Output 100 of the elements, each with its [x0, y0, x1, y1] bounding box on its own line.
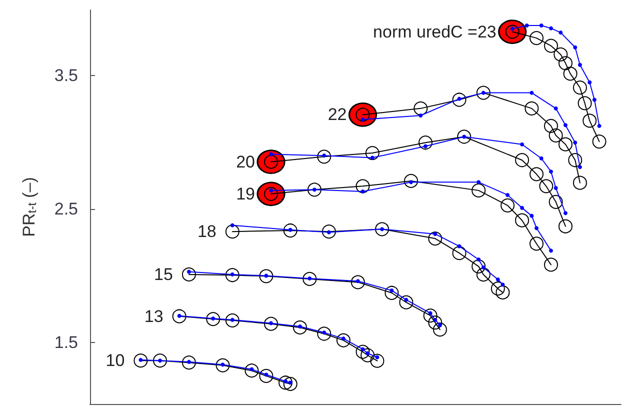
point: [428, 316, 442, 330]
point: [588, 80, 592, 84]
point: [182, 356, 196, 370]
point: [563, 66, 578, 81]
point: [307, 182, 322, 197]
point: [578, 96, 592, 110]
point: [414, 101, 428, 116]
point: [524, 101, 539, 116]
point: [269, 188, 274, 192]
point: [182, 267, 196, 282]
point: [172, 309, 186, 324]
point: [558, 30, 563, 35]
series-label: 20: [236, 152, 256, 172]
point: [360, 190, 365, 194]
point: [472, 259, 486, 274]
point: [515, 153, 530, 168]
point: [423, 308, 438, 323]
point: [390, 288, 394, 292]
point: [496, 285, 510, 300]
point: [259, 269, 274, 284]
point: [153, 354, 167, 368]
point: [457, 244, 462, 248]
point: [225, 268, 240, 282]
point: [500, 282, 505, 287]
point: [418, 114, 423, 118]
point: [510, 26, 514, 31]
point: [134, 354, 148, 368]
point: [500, 198, 515, 212]
point: [322, 224, 336, 239]
point: [317, 326, 332, 341]
point: [506, 192, 510, 197]
point: [206, 312, 220, 326]
point: [558, 219, 572, 234]
point: [572, 80, 587, 95]
point: [568, 153, 582, 168]
point: [186, 270, 191, 274]
point: [375, 222, 390, 236]
point: [582, 114, 597, 128]
point: [384, 286, 399, 300]
point: [432, 322, 447, 337]
point: [418, 136, 432, 150]
point: [428, 232, 442, 246]
point: [572, 176, 587, 190]
point: [375, 355, 380, 360]
point: [549, 170, 554, 174]
point: [544, 258, 558, 272]
point: [520, 142, 524, 146]
point: [370, 354, 384, 368]
point: [404, 174, 418, 188]
point: [293, 320, 307, 334]
point: [438, 323, 442, 328]
point: [360, 118, 365, 122]
point: [563, 211, 568, 216]
series-label: 22: [328, 105, 347, 124]
point: [264, 316, 278, 331]
point: [530, 90, 534, 95]
point: [433, 318, 438, 322]
point: [558, 56, 572, 70]
point: [317, 150, 332, 164]
point: [283, 224, 298, 238]
point: [592, 134, 606, 149]
point: [399, 295, 414, 310]
point: [302, 272, 317, 286]
point: [476, 257, 481, 262]
point: [259, 368, 274, 383]
point: [360, 347, 365, 352]
point: [539, 179, 554, 194]
series-label: 18: [197, 222, 216, 242]
point: [549, 26, 554, 30]
point: [530, 214, 534, 218]
y-axis-title: PRt-t (–): [20, 177, 39, 237]
point: [472, 183, 486, 198]
point: [530, 31, 544, 46]
point: [476, 86, 490, 100]
point: [573, 140, 578, 145]
point: [549, 248, 554, 253]
point: [283, 376, 298, 391]
point: [539, 23, 544, 28]
series-label: 19: [236, 184, 256, 204]
point: [530, 167, 544, 182]
point: [496, 278, 500, 282]
point: [481, 266, 486, 270]
point: [350, 275, 365, 290]
point: [452, 92, 466, 107]
point: [452, 246, 466, 260]
y-tick-label: 3.5: [54, 66, 78, 85]
point: [548, 128, 563, 142]
point: [216, 358, 230, 372]
point: [597, 124, 602, 128]
point: [515, 213, 530, 228]
series-label: norm uredC =23: [373, 22, 496, 42]
point: [573, 45, 578, 50]
point: [225, 224, 240, 239]
point: [476, 268, 490, 282]
point: [558, 137, 572, 152]
point: [548, 194, 563, 209]
point: [544, 38, 558, 53]
point: [230, 223, 234, 228]
point: [428, 311, 432, 316]
point: [476, 180, 481, 184]
